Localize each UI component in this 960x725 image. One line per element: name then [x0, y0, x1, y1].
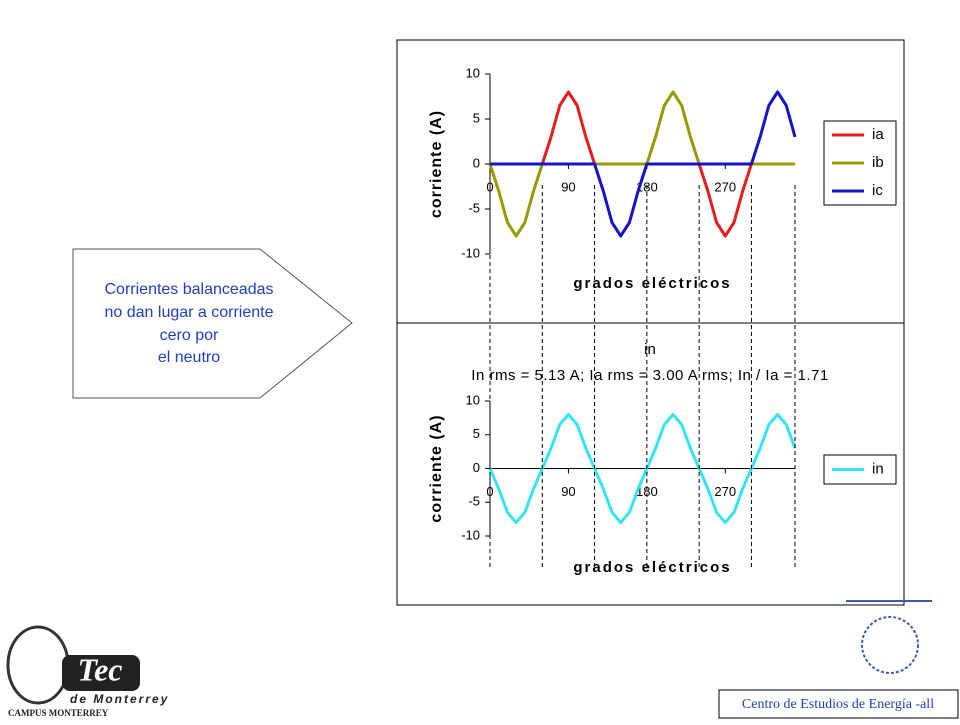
x-tick-label: 90 — [561, 179, 575, 194]
emblem-seal — [861, 616, 919, 674]
x-axis-label: grados eléctricos — [573, 559, 731, 576]
chart-subtitle: In rms = 5.13 A; Ia rms = 3.00 A rms; In… — [471, 367, 828, 384]
y-tick-label: -5 — [468, 494, 480, 509]
y-tick-label: 5 — [473, 426, 480, 441]
callout-text: no dan lugar a corriente — [105, 304, 274, 321]
x-axis-label: grados eléctricos — [573, 275, 731, 292]
y-tick-label: 10 — [466, 65, 480, 80]
legend-label: in — [872, 460, 884, 477]
y-axis-label: corriente (A) — [428, 110, 445, 218]
y-tick-label: 10 — [466, 392, 480, 407]
x-tick-label: 180 — [636, 484, 658, 499]
chart-title: in — [644, 341, 656, 358]
y-tick-label: 5 — [473, 110, 480, 125]
y-tick-label: -5 — [468, 200, 480, 215]
y-tick-label: 0 — [473, 155, 480, 170]
logo-name: Tec — [77, 651, 122, 687]
series-line — [490, 90, 797, 238]
chart-frame — [396, 39, 905, 324]
callout-text: cero por — [160, 327, 219, 344]
callout-text: Corrientes balanceadas — [105, 281, 274, 298]
emblem — [846, 600, 932, 674]
logo-badge — [62, 655, 140, 691]
legend-label: ic — [872, 182, 883, 199]
x-tick-label: 270 — [714, 179, 736, 194]
logo-line: CAMPUS MONTERREY — [8, 708, 109, 718]
y-tick-label: -10 — [461, 527, 480, 542]
x-tick-label: 0 — [486, 484, 493, 499]
y-tick-label: 0 — [473, 460, 480, 475]
x-tick-label: 90 — [561, 484, 575, 499]
y-axis-label: corriente (A) — [428, 414, 445, 522]
logo-crest — [6, 625, 70, 705]
y-tick-label: -10 — [461, 245, 480, 260]
footer: Centro de Estudios de Energía -all — [742, 697, 934, 712]
callout-text: el neutro — [158, 349, 220, 366]
legend-label: ib — [872, 154, 884, 171]
series-line — [488, 413, 797, 524]
logo-line: de Monterrey — [70, 692, 169, 706]
callout-shape — [72, 248, 353, 399]
legend-label: ia — [872, 126, 884, 143]
logo: Tec de Monterrey CAMPUS MONTERREY — [6, 625, 169, 718]
footer-box — [718, 689, 959, 719]
chart-frame — [396, 322, 905, 606]
x-tick-label: 270 — [714, 484, 736, 499]
